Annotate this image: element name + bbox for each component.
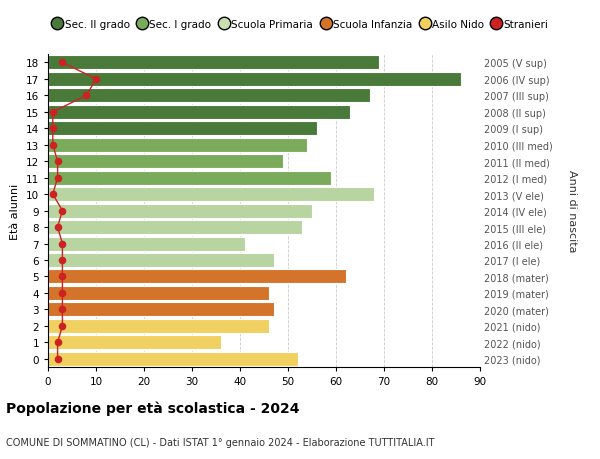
Point [53, 355, 62, 363]
Bar [48, 122, 317, 136]
Text: COMUNE DI SOMMATINO (CL) - Dati ISTAT 1° gennaio 2024 - Elaborazione TUTTITALIA.: COMUNE DI SOMMATINO (CL) - Dati ISTAT 1°… [6, 437, 434, 448]
Y-axis label: Anni di nascita: Anni di nascita [567, 170, 577, 252]
Bar [48, 286, 269, 300]
Bar [48, 237, 245, 251]
Bar [48, 221, 302, 235]
Bar [48, 253, 274, 268]
Bar [48, 89, 370, 103]
Point [58, 273, 67, 280]
Bar [48, 56, 379, 70]
Bar [48, 204, 312, 218]
Point [48, 109, 58, 116]
Text: Popolazione per età scolastica - 2024: Popolazione per età scolastica - 2024 [6, 401, 299, 415]
Point [58, 290, 67, 297]
Point [53, 224, 62, 231]
Point [91, 76, 101, 84]
Bar [48, 188, 374, 202]
Point [48, 142, 58, 149]
Bar [48, 352, 298, 366]
Point [58, 323, 67, 330]
Point [48, 125, 58, 133]
Bar [48, 303, 274, 317]
Bar [48, 155, 283, 169]
Point [58, 207, 67, 215]
Point [82, 92, 91, 100]
Bar [48, 336, 221, 350]
Point [48, 191, 58, 198]
Point [58, 257, 67, 264]
Bar [48, 319, 269, 333]
Bar [48, 171, 331, 185]
Point [53, 174, 62, 182]
Point [53, 158, 62, 166]
Point [58, 60, 67, 67]
Y-axis label: Età alunni: Età alunni [10, 183, 20, 239]
Bar [48, 139, 307, 152]
Point [58, 306, 67, 313]
Legend: Sec. II grado, Sec. I grado, Scuola Primaria, Scuola Infanzia, Asilo Nido, Stran: Sec. II grado, Sec. I grado, Scuola Prim… [53, 20, 548, 30]
Bar [48, 73, 461, 87]
Bar [48, 270, 346, 284]
Point [58, 241, 67, 248]
Point [53, 339, 62, 346]
Bar [48, 106, 350, 119]
